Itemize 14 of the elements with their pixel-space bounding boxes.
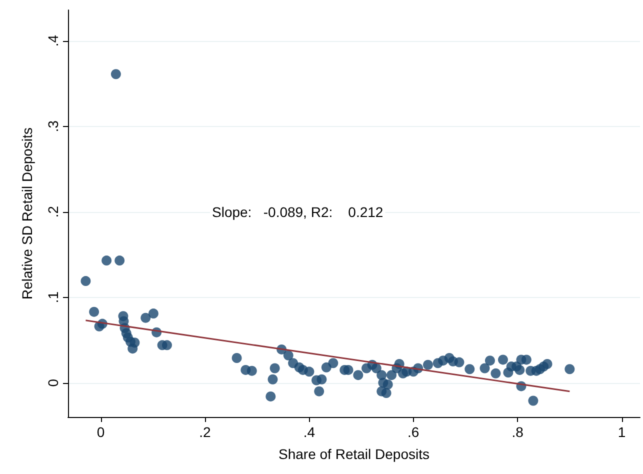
x-tick-label: 1 — [618, 424, 626, 440]
x-tick-label: .8 — [512, 424, 524, 440]
x-tick-label: 0 — [96, 424, 105, 440]
x-axis-title: Share of Retail Deposits — [278, 446, 430, 462]
y-tick-label: .2 — [45, 206, 61, 218]
x-tick-label: .6 — [408, 424, 420, 440]
y-axis-title: Relative SD Retail Deposits — [19, 128, 35, 300]
x-tick-label: .4 — [303, 424, 316, 440]
x-tick-label: .2 — [199, 424, 212, 440]
y-tick-label: .4 — [45, 34, 61, 47]
y-tick-label: .3 — [45, 120, 61, 132]
y-tick-label: .1 — [45, 291, 61, 304]
y-tick-label: 0 — [45, 378, 61, 387]
annotation: Slope: -0.089, R2: 0.212 — [212, 204, 384, 220]
